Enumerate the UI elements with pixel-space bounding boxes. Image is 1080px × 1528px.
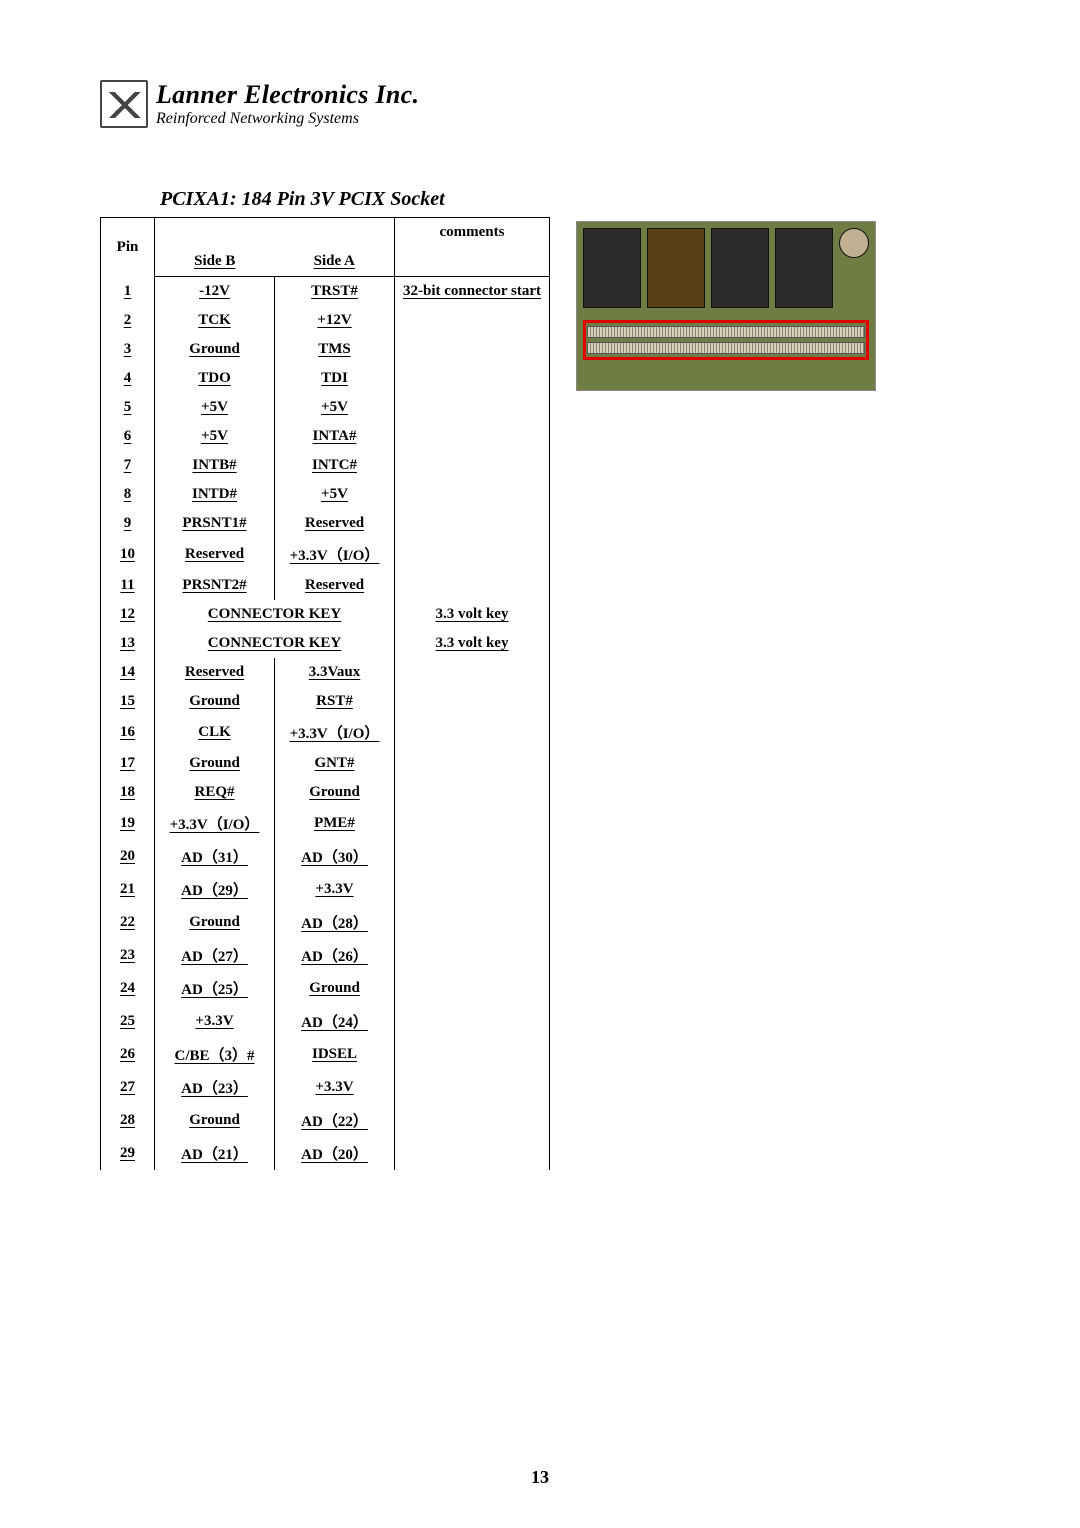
table-row: 20AD（31）AD（30） — [101, 840, 550, 873]
table-row: 1-12VTRST#32-bit connector start — [101, 277, 550, 307]
company-tagline: Reinforced Networking Systems — [156, 110, 419, 128]
table-row: 27AD（23）+3.3V — [101, 1071, 550, 1104]
table-row: 13CONNECTOR KEY3.3 volt key — [101, 629, 550, 658]
board-photo — [576, 221, 876, 391]
hdr-comments: comments — [440, 224, 505, 240]
table-row: 22GroundAD（28） — [101, 906, 550, 939]
table-row: 11PRSNT2#Reserved — [101, 571, 550, 600]
logo-icon — [100, 80, 148, 128]
table-row: 4TDOTDI — [101, 364, 550, 393]
table-row: 18REQ#Ground — [101, 778, 550, 807]
table-row: 28GroundAD（22） — [101, 1104, 550, 1137]
hdr-side-b: Side B — [194, 253, 235, 269]
table-row: 7INTB#INTC# — [101, 451, 550, 480]
table-row: 19+3.3V（I/O）PME# — [101, 807, 550, 840]
hdr-side-a: Side A — [314, 253, 355, 269]
table-row: 6+5VINTA# — [101, 422, 550, 451]
table-row: 14Reserved3.3Vaux — [101, 658, 550, 687]
table-row: 9PRSNT1#Reserved — [101, 509, 550, 538]
table-row: 26C/BE（3）#IDSEL — [101, 1038, 550, 1071]
table-row: 29AD（21）AD（20） — [101, 1137, 550, 1170]
table-row: 10Reserved+3.3V（I/O） — [101, 538, 550, 571]
table-row: 3GroundTMS — [101, 335, 550, 364]
table-row: 5+5V+5V — [101, 393, 550, 422]
table-row: 2TCK+12V — [101, 306, 550, 335]
table-row: 16CLK+3.3V（I/O） — [101, 716, 550, 749]
company-logo-block: Lanner Electronics Inc. Reinforced Netwo… — [100, 80, 980, 128]
page-number: 13 — [0, 1467, 1080, 1488]
table-row: 25+3.3VAD（24） — [101, 1005, 550, 1038]
company-name: Lanner Electronics Inc. — [156, 80, 419, 110]
table-row: 21AD（29）+3.3V — [101, 873, 550, 906]
table-row: 24AD（25）Ground — [101, 972, 550, 1005]
pinout-table: Pin comments Side B Side A 1-12VTRST#32-… — [100, 217, 550, 1170]
table-row: 23AD（27）AD（26） — [101, 939, 550, 972]
table-row: 17GroundGNT# — [101, 749, 550, 778]
table-row: 15GroundRST# — [101, 687, 550, 716]
hdr-pin: Pin — [117, 239, 139, 255]
section-title: PCIXA1: 184 Pin 3V PCIX Socket — [160, 188, 980, 211]
table-row: 8INTD#+5V — [101, 480, 550, 509]
table-row: 12CONNECTOR KEY3.3 volt key — [101, 600, 550, 629]
